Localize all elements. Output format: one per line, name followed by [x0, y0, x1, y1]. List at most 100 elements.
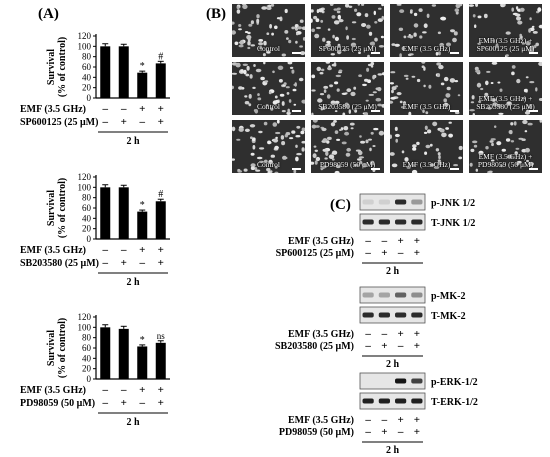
bar	[118, 46, 129, 98]
micrograph: EMF (3.5 GHz) + SP600125 (25 μM)	[469, 4, 542, 57]
scale-bar	[450, 110, 459, 112]
micrograph: PD98059 (50 μM)	[311, 120, 384, 173]
bar	[155, 63, 166, 98]
bar	[137, 346, 148, 379]
condition-label: PD98059 (50 μM)	[20, 398, 95, 409]
micrograph-caption: Control	[257, 44, 280, 53]
blot-band	[378, 398, 390, 404]
blot-band	[378, 312, 390, 318]
condition-sign: –	[381, 414, 388, 426]
cell-image	[390, 4, 463, 57]
micrograph: Control	[232, 120, 305, 173]
scale-bar	[292, 168, 301, 170]
micrograph: Control	[232, 4, 305, 57]
panel-label-a: (A)	[38, 6, 59, 22]
condition-sign: –	[364, 328, 371, 340]
condition-sign: +	[158, 384, 164, 396]
scale-bar	[292, 110, 301, 112]
micrograph-caption: Control	[257, 102, 280, 111]
condition-label: SP600125 (25 μM)	[276, 248, 354, 259]
band-label: p-ERK-1/2	[431, 377, 478, 388]
condition-sign: –	[364, 247, 371, 259]
micrograph-caption: PD98059 (50 μM)	[319, 160, 376, 169]
condition-sign: +	[121, 116, 127, 128]
blot-strip	[359, 372, 426, 390]
blot-band	[411, 199, 423, 205]
condition-label: SB203580 (25 μM)	[275, 341, 354, 352]
condition-sign: +	[139, 103, 145, 115]
condition-sign: –	[102, 257, 109, 269]
cell-image	[232, 62, 305, 115]
condition-sign: +	[381, 426, 387, 438]
condition-sign: +	[381, 247, 387, 259]
band-label: p-MK-2	[431, 291, 465, 302]
condition-sign: +	[414, 340, 420, 352]
micrograph-caption: EMF (3.5 GHz)	[402, 44, 451, 53]
condition-sign: +	[158, 397, 164, 409]
blot-band	[378, 219, 390, 225]
blot-band	[411, 378, 423, 384]
y-tick-label: 100	[78, 322, 92, 332]
cell-image	[469, 4, 542, 57]
blot-band	[362, 219, 374, 225]
condition-label: EMF (3.5 GHz)	[288, 415, 354, 426]
condition-sign: +	[397, 235, 403, 247]
condition-sign: +	[414, 235, 420, 247]
cell-image	[311, 62, 384, 115]
scale-bar	[450, 168, 459, 170]
blot-band	[411, 292, 423, 298]
panel-label-c: (C)	[330, 197, 351, 213]
condition-sign: –	[139, 116, 146, 128]
blot-strip	[359, 286, 426, 304]
condition-sign: –	[381, 328, 388, 340]
blot-strip	[359, 306, 426, 324]
y-tick-label: 80	[82, 193, 92, 203]
condition-sign: +	[414, 247, 420, 259]
condition-label: EMF (3.5 GHz)	[20, 385, 86, 396]
condition-sign: –	[397, 340, 404, 352]
blot-band	[362, 292, 374, 298]
micrograph-caption: SB203580 (25 μM)	[318, 102, 377, 111]
y-tick-label: 20	[82, 83, 92, 93]
blot-band	[395, 378, 407, 384]
y-tick-label: 120	[78, 312, 92, 322]
scale-bar	[292, 52, 301, 54]
cell-image	[232, 4, 305, 57]
blot-band	[395, 219, 407, 225]
cell-image	[232, 120, 305, 173]
condition-sign: –	[102, 384, 109, 396]
bar	[137, 211, 148, 239]
scale-bar	[371, 168, 380, 170]
micrograph: EMF (3.5 GHz)	[390, 62, 463, 115]
y-tick-label: 60	[82, 343, 92, 353]
significance-mark: #	[158, 189, 163, 200]
micrograph-caption: EMF (3.5 GHz)	[402, 102, 451, 111]
cell-image	[390, 62, 463, 115]
bar	[100, 46, 111, 98]
micrograph-caption: Control	[257, 160, 280, 169]
blot-strip	[359, 193, 426, 211]
condition-sign: –	[397, 247, 404, 259]
y-tick-label: 80	[82, 52, 92, 62]
blot-strip	[359, 392, 426, 410]
micrograph-caption: EMF (3.5 GHz) + PD98059 (50 μM)	[477, 152, 534, 169]
significance-mark: *	[140, 335, 145, 346]
condition-sign: +	[397, 414, 403, 426]
y-tick-label: 100	[78, 182, 92, 192]
y-tick-label: 0	[87, 234, 92, 244]
condition-sign: +	[121, 257, 127, 269]
condition-label: EMF (3.5 GHz)	[288, 329, 354, 340]
micrograph: EMF (3.5 GHz)	[390, 4, 463, 57]
condition-sign: +	[121, 397, 127, 409]
condition-label: EMF (3.5 GHz)	[20, 104, 86, 115]
bar	[118, 328, 129, 379]
y-tick-label: 40	[82, 72, 92, 82]
micrograph-caption: EMF (3.5 GHz)	[402, 160, 451, 169]
micrograph-caption: EMF (3.5 GHz) + SB203580 (25 μM)	[476, 94, 535, 111]
condition-sign: +	[397, 328, 403, 340]
bar	[155, 342, 166, 379]
condition-sign: –	[102, 244, 109, 256]
